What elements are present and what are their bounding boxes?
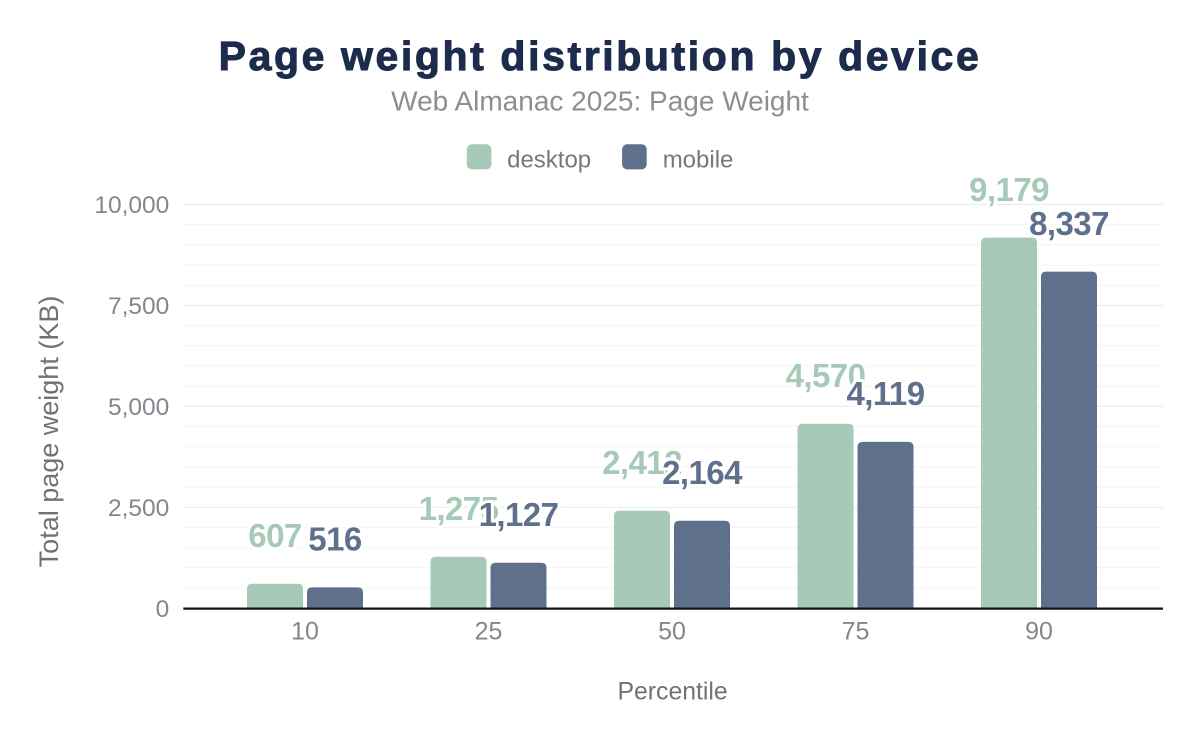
svg-text:mobile: mobile xyxy=(663,147,734,174)
svg-text:Percentile: Percentile xyxy=(617,679,727,706)
svg-text:90: 90 xyxy=(1025,618,1053,646)
svg-text:desktop: desktop xyxy=(507,147,591,174)
svg-text:5,000: 5,000 xyxy=(108,394,169,421)
svg-text:25: 25 xyxy=(475,618,503,646)
svg-text:9,179: 9,179 xyxy=(969,171,1049,208)
svg-text:Total page weight (KB): Total page weight (KB) xyxy=(34,296,64,568)
svg-text:75: 75 xyxy=(842,618,870,646)
svg-text:2,500: 2,500 xyxy=(108,495,169,522)
svg-text:516: 516 xyxy=(308,521,362,558)
svg-text:4,570: 4,570 xyxy=(786,357,866,394)
svg-text:8,337: 8,337 xyxy=(1029,205,1109,242)
svg-text:2,412: 2,412 xyxy=(602,444,682,481)
svg-text:1,275: 1,275 xyxy=(419,490,499,527)
svg-text:4,119: 4,119 xyxy=(846,375,924,412)
svg-text:Web Almanac 2025: Page Weight: Web Almanac 2025: Page Weight xyxy=(391,86,809,117)
svg-text:7,500: 7,500 xyxy=(108,293,169,320)
svg-text:Page weight distribution by de: Page weight distribution by device xyxy=(219,33,982,79)
svg-text:2,164: 2,164 xyxy=(662,454,743,491)
svg-text:607: 607 xyxy=(248,517,301,554)
svg-text:50: 50 xyxy=(658,618,686,646)
svg-text:0: 0 xyxy=(156,596,170,623)
svg-text:10,000: 10,000 xyxy=(94,192,169,219)
svg-text:1,127: 1,127 xyxy=(479,496,559,533)
svg-text:10: 10 xyxy=(291,618,319,646)
